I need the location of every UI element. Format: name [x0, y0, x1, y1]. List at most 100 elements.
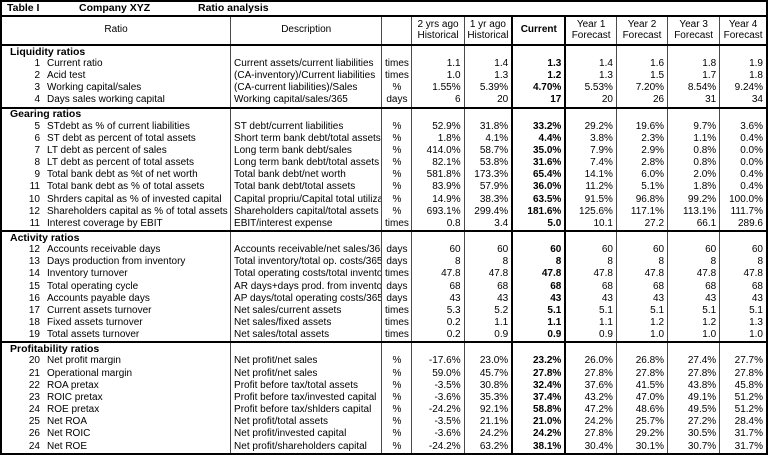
- period-sublabel: Historical: [417, 29, 459, 41]
- value-cell: 5.1: [511, 305, 567, 318]
- value-cell: 43: [511, 292, 567, 306]
- section-description-cell: [230, 230, 382, 245]
- section-value-cell: [511, 43, 567, 59]
- value-cell: 5.2: [463, 305, 513, 318]
- value-cell: 21.1%: [463, 416, 513, 429]
- value-cell: 47.8: [411, 268, 465, 281]
- ratio-row: 13 Days production from inventory Total in…: [1, 256, 767, 269]
- ratio-label: ROIC pretax: [47, 392, 103, 403]
- section-value-cell: [564, 106, 617, 121]
- value-cell: 43: [463, 292, 513, 306]
- ratio-units: %: [381, 379, 412, 393]
- ratio-units: times: [381, 329, 412, 343]
- value-cell: -24.2%: [411, 440, 465, 454]
- ratio-row: 14 Inventory turnover Total operating cost…: [1, 268, 767, 281]
- value-cell: 0.8%: [667, 157, 720, 170]
- value-cell: 111.7%: [719, 205, 767, 219]
- ratio-units: times: [381, 218, 412, 232]
- value-cell: 2.9%: [615, 145, 668, 158]
- section-title: Liquidity ratios: [1, 43, 231, 59]
- value-cell: 3.4: [463, 218, 513, 232]
- value-cell: 24.2%: [564, 416, 617, 429]
- column-header-units: [381, 16, 412, 46]
- ratio-label: Current assets turnover: [47, 305, 152, 316]
- value-cell: 0.4%: [719, 133, 767, 146]
- ratio-units: times: [381, 58, 412, 71]
- value-cell: 23.0%: [463, 355, 513, 368]
- ratio-description: Accounts receivable/net sales/365: [230, 244, 382, 257]
- ratio-description: Working capital/sales/365: [230, 94, 382, 108]
- ratio-description: Total inventory/total op. costs/365: [230, 256, 382, 269]
- section-value-cell: [463, 43, 513, 59]
- value-cell: 60: [667, 244, 720, 257]
- ratio-units: days: [381, 280, 412, 293]
- ratio-row: 10 Shrders capital as % of invested capit…: [1, 193, 767, 206]
- value-cell: -3.5%: [411, 379, 465, 393]
- value-cell: 1.55%: [411, 82, 465, 95]
- period-sublabel: Forecast: [674, 29, 714, 41]
- ratio-number: 15: [28, 280, 40, 292]
- value-cell: 1.5: [615, 70, 668, 83]
- value-cell: 4.4%: [511, 133, 567, 146]
- value-cell: 25.7%: [615, 416, 668, 429]
- ratio-row: 25 Net ROA Net profit/total assets% -3.5% 21…: [1, 416, 767, 429]
- value-cell: 1.2: [667, 317, 720, 330]
- ratio-label: Net ROA: [47, 416, 88, 428]
- value-cell: 0.2: [411, 329, 465, 343]
- value-cell: 5.1: [564, 305, 617, 318]
- title-bar: Table I Company XYZ Ratio analysis: [2, 2, 766, 14]
- value-cell: 34: [719, 94, 767, 108]
- value-cell: 5.1: [667, 305, 720, 318]
- value-cell: 68: [511, 280, 567, 293]
- section-value-cell: [615, 43, 668, 59]
- ratio-number: 16: [28, 292, 40, 304]
- value-cell: 23.2%: [511, 355, 567, 368]
- value-cell: 37.4%: [511, 392, 567, 405]
- ratio-row: 2 Acid test (CA-inventory)/Current liabili…: [1, 70, 767, 83]
- ratio-units: %: [381, 120, 412, 134]
- value-cell: 5.3: [411, 305, 465, 318]
- table-label: Table I: [7, 2, 40, 14]
- value-cell: 68: [411, 280, 465, 293]
- ratio-name-cell: 10 Shrders capital as % of invested capit…: [1, 194, 231, 206]
- ratio-number: 6: [34, 133, 40, 144]
- ratio-label: Shareholders capital as % of total asset…: [47, 205, 228, 217]
- value-cell: 35.0%: [511, 145, 567, 158]
- period-label: Year 1: [576, 19, 606, 30]
- ratio-label: Inventory turnover: [47, 268, 128, 280]
- ratio-name-cell: 3 Working capital/sales: [1, 82, 231, 94]
- value-cell: 4.1%: [463, 133, 513, 146]
- value-cell: 1.3: [511, 58, 567, 71]
- ratio-description: Net sales/total assets: [230, 329, 382, 343]
- value-cell: 19.6%: [615, 120, 668, 134]
- ratio-number: 2: [34, 70, 40, 82]
- ratio-description: Net sales/current assets: [230, 305, 382, 318]
- value-cell: 58.8%: [511, 404, 567, 417]
- period-sublabel: Forecast: [622, 29, 662, 41]
- value-cell: 57.9%: [463, 181, 513, 194]
- ratio-label: STdebt as % of current liabilities: [47, 120, 190, 132]
- value-cell: 0.8: [411, 218, 465, 232]
- value-cell: 27.8%: [667, 367, 720, 380]
- value-cell: 11.2%: [564, 181, 617, 194]
- value-cell: 43: [411, 292, 465, 306]
- value-cell: 38.3%: [463, 193, 513, 206]
- value-cell: 49.5%: [667, 404, 720, 417]
- section-value-cell: [564, 341, 617, 356]
- ratio-row: 7 LT debt as percent of sales Long term ba…: [1, 145, 767, 158]
- value-cell: 51.2%: [719, 392, 767, 405]
- ratio-description: AP days/total operating costs/365: [230, 292, 382, 306]
- ratio-description: Net profit/invested capital: [230, 428, 382, 441]
- value-cell: -17.6%: [411, 355, 465, 368]
- ratio-row: 9 Total bank debt as %t of net worth Total…: [1, 169, 767, 182]
- ratio-description: Long term bank debt/sales: [230, 145, 382, 158]
- value-cell: 43: [719, 292, 767, 306]
- ratio-name-cell: 21 Operational margin: [1, 368, 231, 380]
- ratio-units: %: [381, 428, 412, 441]
- value-cell: 2.8%: [615, 157, 668, 170]
- value-cell: 9.24%: [719, 82, 767, 95]
- value-cell: 0.9: [511, 329, 567, 343]
- ratio-units: %: [381, 355, 412, 368]
- column-header-period-1: 1 yr ago Historical: [463, 16, 513, 46]
- ratio-name-cell: 24 Net ROE: [1, 441, 231, 454]
